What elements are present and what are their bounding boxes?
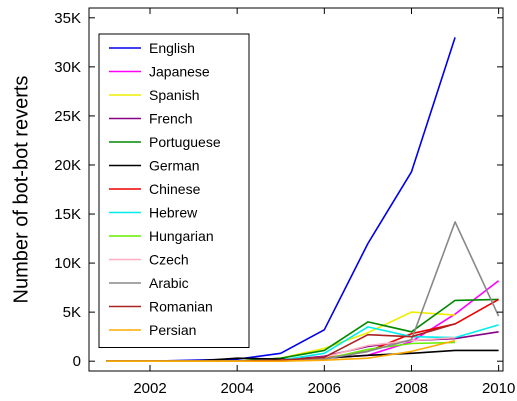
y-tick-label: 25K [54, 108, 81, 125]
legend-label: French [149, 111, 193, 127]
legend-label: Hungarian [149, 228, 214, 244]
axis-ticks: 0 5K 10K 15K 20K 25K 30K 35K 2002 2004 2006 2008 201… [54, 8, 515, 397]
legend-label: Chinese [149, 181, 201, 197]
y-axis-title: Number of bot-bot reverts [10, 76, 32, 304]
legend-label: Hebrew [149, 205, 198, 221]
y-tick-label: 20K [54, 157, 81, 174]
y-tick-label: 0 [73, 353, 81, 370]
legend-label: English [149, 40, 195, 56]
legend-label: Czech [149, 252, 189, 268]
y-tick-label: 5K [63, 304, 81, 321]
series-layer [106, 37, 500, 363]
x-tick-label: 2004 [220, 380, 253, 397]
x-tick-label: 2002 [133, 380, 166, 397]
legend-box [98, 33, 250, 348]
y-tick-label: 15K [54, 206, 81, 223]
legend-label: Romanian [149, 299, 213, 315]
x-tick-label: 2006 [308, 380, 341, 397]
x-tick-label: 2008 [395, 380, 428, 397]
legend-label: Spanish [149, 87, 200, 103]
legend-label: German [149, 158, 200, 174]
series-line-persian [106, 339, 456, 363]
y-tick-label: 35K [54, 10, 81, 27]
legend-label: Arabic [149, 275, 189, 291]
legend-label: Persian [149, 322, 196, 338]
legend-label: Portuguese [149, 134, 221, 150]
plot-frame [88, 7, 504, 372]
x-tick-label: 2010 [482, 380, 515, 397]
legend: English Japanese Spanish French Portuguese Ge… [98, 33, 250, 348]
legend-label: Japanese [149, 64, 210, 80]
y-tick-label: 10K [54, 255, 81, 272]
y-tick-label: 30K [54, 59, 81, 76]
